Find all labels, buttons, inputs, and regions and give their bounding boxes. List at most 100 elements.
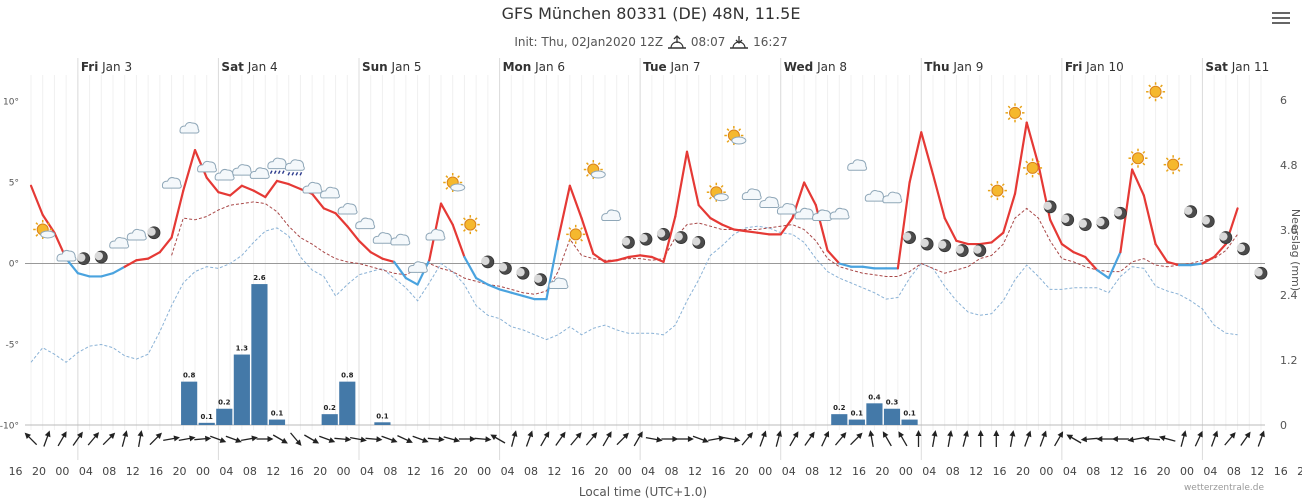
sun-ray [1165, 169, 1169, 172]
wind-head [360, 436, 367, 443]
wind-head [328, 437, 336, 443]
temperature-segment [369, 251, 384, 260]
hamburger-menu-icon[interactable] [1272, 12, 1290, 26]
temperature-segment [147, 251, 161, 260]
day-label: Mon Jan 6 [503, 60, 565, 74]
sun-ray [709, 184, 712, 188]
x-tick-label: 04 [79, 465, 93, 478]
sun-disc [569, 228, 582, 241]
wind-head [1025, 430, 1032, 438]
sun-ray [1130, 150, 1134, 154]
wind-head [963, 430, 969, 437]
sun-ray [474, 229, 478, 232]
wind-head [137, 430, 144, 437]
wind-head [438, 436, 445, 443]
wind-arrow-icon [194, 435, 212, 442]
temperature-segment [709, 217, 724, 226]
temperature-segment [1072, 251, 1087, 259]
moon-shade [1236, 243, 1246, 253]
wind-head [189, 435, 196, 442]
temperature-segment [943, 217, 958, 242]
wind-head [868, 430, 875, 437]
sun-disc [1132, 152, 1144, 165]
cloud-shape [249, 167, 270, 179]
wind-arrow-icon [633, 431, 643, 447]
cloud-icon [548, 277, 569, 290]
sun-ray [720, 184, 724, 188]
x-tick-label: 12 [1110, 465, 1124, 478]
x-tick-label: 20 [173, 465, 187, 478]
moon-icon [516, 266, 530, 280]
x-tick-label: 08 [243, 465, 257, 478]
x-tick-label: 08 [665, 465, 679, 478]
cloud-icon [882, 191, 903, 204]
sun-disc [464, 218, 477, 231]
y-left-tick: -10° [0, 422, 19, 432]
wind-arrow-icon [458, 436, 476, 442]
moon-icon [147, 226, 161, 240]
x-tick-label: 08 [946, 465, 960, 478]
temperature-segment [580, 217, 595, 255]
x-tick-label: 00 [1039, 465, 1053, 478]
wind-arrow-icon [616, 432, 629, 446]
x-tick-label: 12 [407, 465, 421, 478]
wind-arrow-icon [365, 436, 383, 443]
x-tick-label: 20 [1297, 465, 1302, 478]
precip-value-label: 0.1 [376, 412, 389, 420]
x-tick-label: 12 [547, 465, 561, 478]
cloud-shape [267, 157, 288, 170]
moon-icon [920, 237, 934, 251]
wind-head [1066, 434, 1074, 441]
moon-shade [920, 238, 929, 248]
x-tick-label: 04 [782, 465, 796, 478]
x-tick-label: 20 [1016, 465, 1030, 478]
wind-head [92, 432, 100, 439]
moon-icon [1254, 266, 1268, 280]
day-label: Tue Jan 7 [643, 60, 700, 74]
cloud-icon [847, 159, 868, 171]
cloud-icon [249, 167, 270, 179]
wind-head [312, 437, 320, 444]
precip-value-label: 0.1 [201, 413, 214, 421]
temperature-segment [1095, 268, 1110, 280]
temperature-segment [521, 294, 536, 301]
cloud-shape [390, 233, 411, 246]
sun-ray [580, 227, 583, 230]
cloud-shape [450, 183, 466, 192]
wind-head [406, 437, 413, 443]
cloud-icon [197, 160, 218, 173]
rain-drop [295, 171, 299, 176]
cloud-shape [161, 177, 182, 189]
x-tick-label: 04 [219, 465, 233, 478]
wind-arrow-icon [1210, 430, 1219, 447]
temperature-segment [803, 181, 817, 207]
x-tick-label: 16 [852, 465, 866, 478]
precip-bar [831, 414, 848, 425]
wind-arrow-icon [87, 432, 100, 446]
wind-head [898, 431, 904, 438]
sun-disc [1009, 106, 1021, 119]
cloud-icon [794, 207, 815, 220]
wind-arrow-icon [334, 436, 352, 443]
wind-arrow-icon [137, 430, 144, 447]
rain-drop [281, 170, 285, 174]
wind-head [76, 431, 83, 439]
wind-head [1080, 436, 1087, 443]
x-tick-label: 12 [829, 465, 843, 478]
x-tick-label: 16 [993, 465, 1007, 478]
x-tick-label: 20 [735, 465, 749, 478]
temperature-segment [381, 257, 396, 263]
cloud-icon [425, 228, 446, 241]
wind-head [1197, 430, 1203, 438]
sun-icon [1005, 103, 1025, 123]
wind-arrow-icon [602, 431, 612, 447]
temperature-segment [721, 223, 735, 231]
wind-arrows [24, 430, 1265, 447]
moon-shade [656, 229, 666, 238]
sun-ray [1130, 162, 1134, 166]
series-lines [29, 121, 1239, 363]
cloud-shape [829, 207, 850, 220]
wind-head [527, 430, 534, 438]
moon-shade [77, 253, 86, 262]
precip-bar [251, 284, 268, 425]
